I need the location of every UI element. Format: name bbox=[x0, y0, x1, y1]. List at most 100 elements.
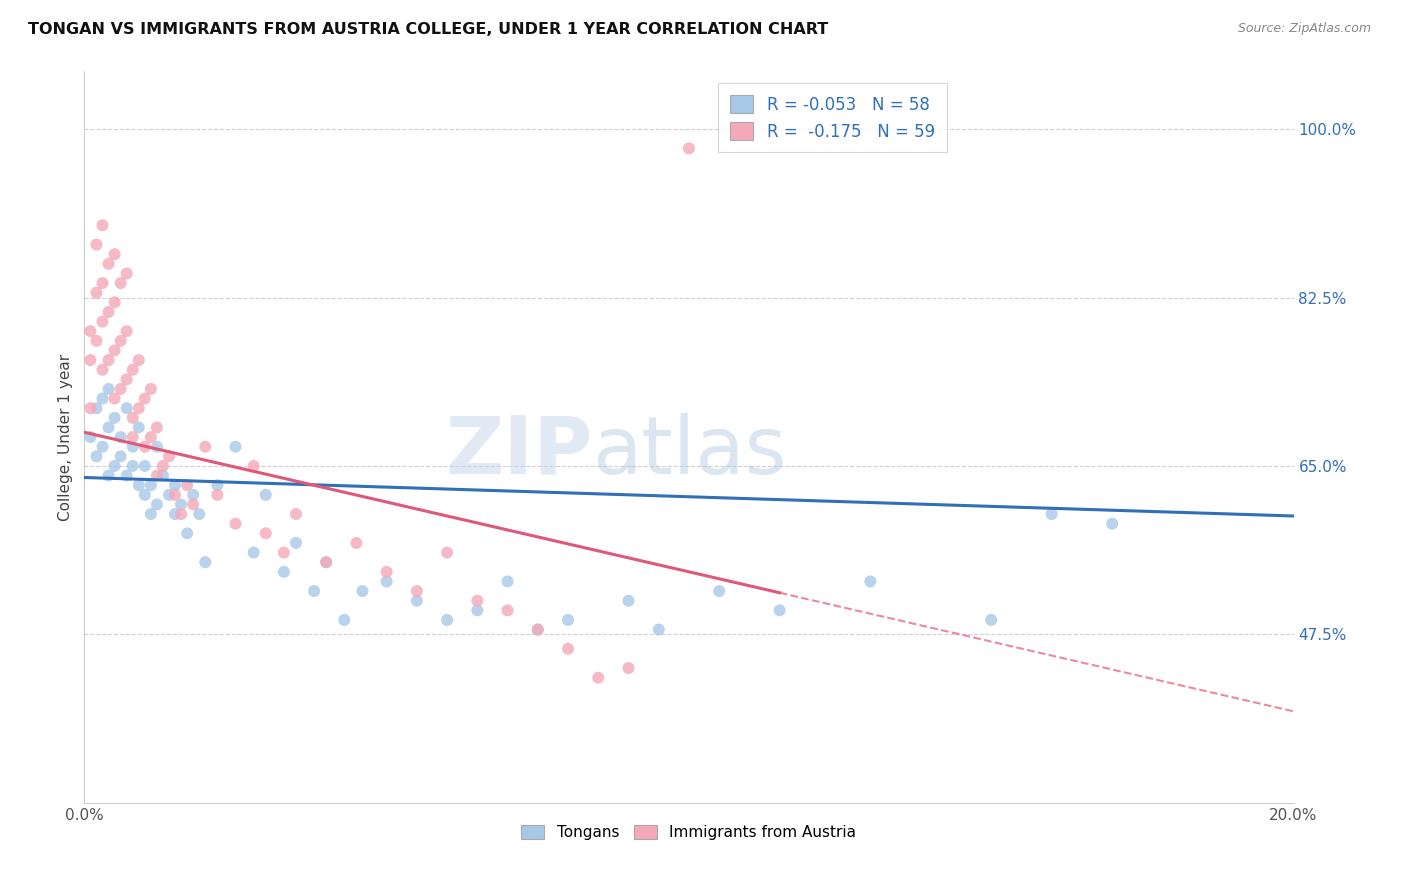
Point bbox=[97, 420, 120, 434]
Text: TONGAN VS IMMIGRANTS FROM AUSTRIA COLLEGE, UNDER 1 YEAR CORRELATION CHART: TONGAN VS IMMIGRANTS FROM AUSTRIA COLLEG… bbox=[28, 22, 828, 37]
Point bbox=[121, 410, 143, 425]
Point bbox=[557, 641, 579, 656]
Point bbox=[110, 430, 132, 444]
Point bbox=[375, 574, 398, 589]
Point bbox=[146, 468, 169, 483]
Point bbox=[467, 593, 489, 607]
Point bbox=[121, 440, 143, 454]
Point bbox=[128, 353, 150, 368]
Point bbox=[242, 545, 264, 559]
Point bbox=[115, 324, 138, 338]
Point bbox=[648, 623, 671, 637]
Point bbox=[104, 295, 127, 310]
Point bbox=[352, 584, 374, 599]
Point bbox=[97, 353, 120, 368]
Point bbox=[176, 526, 198, 541]
Point bbox=[709, 584, 731, 599]
Point bbox=[86, 401, 108, 416]
Point bbox=[436, 613, 458, 627]
Point bbox=[139, 507, 162, 521]
Point bbox=[254, 488, 277, 502]
Point bbox=[110, 450, 132, 464]
Point bbox=[91, 440, 114, 454]
Point bbox=[176, 478, 198, 492]
Point bbox=[91, 392, 114, 406]
Point bbox=[115, 401, 138, 416]
Point bbox=[273, 565, 295, 579]
Point bbox=[79, 353, 101, 368]
Point bbox=[980, 613, 1002, 627]
Point bbox=[527, 623, 550, 637]
Point bbox=[134, 488, 156, 502]
Point bbox=[97, 468, 120, 483]
Point bbox=[91, 219, 114, 233]
Point bbox=[115, 372, 138, 386]
Point bbox=[1101, 516, 1123, 531]
Point bbox=[146, 498, 169, 512]
Point bbox=[406, 584, 429, 599]
Point bbox=[165, 478, 187, 492]
Point bbox=[115, 267, 138, 281]
Text: atlas: atlas bbox=[592, 413, 786, 491]
Point bbox=[315, 555, 337, 569]
Point bbox=[527, 623, 550, 637]
Point bbox=[134, 392, 156, 406]
Point bbox=[181, 488, 204, 502]
Text: Source: ZipAtlas.com: Source: ZipAtlas.com bbox=[1237, 22, 1371, 36]
Point bbox=[207, 488, 229, 502]
Point bbox=[104, 392, 127, 406]
Point bbox=[86, 285, 108, 300]
Point bbox=[678, 141, 700, 155]
Point bbox=[315, 555, 337, 569]
Point bbox=[225, 516, 247, 531]
Point bbox=[181, 498, 204, 512]
Point bbox=[104, 343, 127, 358]
Point bbox=[436, 545, 458, 559]
Point bbox=[194, 555, 217, 569]
Point bbox=[496, 603, 519, 617]
Legend: Tongans, Immigrants from Austria: Tongans, Immigrants from Austria bbox=[516, 819, 862, 847]
Point bbox=[165, 507, 187, 521]
Point bbox=[146, 420, 169, 434]
Point bbox=[121, 362, 143, 376]
Point bbox=[242, 458, 264, 473]
Point bbox=[375, 565, 398, 579]
Point bbox=[134, 458, 156, 473]
Point bbox=[139, 382, 162, 396]
Point bbox=[139, 430, 162, 444]
Point bbox=[346, 536, 368, 550]
Point bbox=[91, 276, 114, 290]
Point bbox=[97, 382, 120, 396]
Point bbox=[170, 498, 193, 512]
Point bbox=[79, 430, 101, 444]
Point bbox=[104, 458, 127, 473]
Point bbox=[97, 257, 120, 271]
Point bbox=[285, 507, 308, 521]
Point bbox=[557, 613, 579, 627]
Text: ZIP: ZIP bbox=[444, 413, 592, 491]
Y-axis label: College, Under 1 year: College, Under 1 year bbox=[58, 353, 73, 521]
Point bbox=[152, 468, 174, 483]
Point bbox=[273, 545, 295, 559]
Point bbox=[110, 276, 132, 290]
Point bbox=[115, 468, 138, 483]
Point bbox=[110, 382, 132, 396]
Point bbox=[110, 334, 132, 348]
Point bbox=[157, 450, 180, 464]
Point bbox=[91, 315, 114, 329]
Point bbox=[617, 593, 640, 607]
Point bbox=[157, 488, 180, 502]
Point bbox=[79, 324, 101, 338]
Point bbox=[121, 458, 143, 473]
Point bbox=[104, 247, 127, 261]
Point bbox=[128, 401, 150, 416]
Point bbox=[588, 671, 610, 685]
Point bbox=[104, 410, 127, 425]
Point bbox=[285, 536, 308, 550]
Point bbox=[406, 593, 429, 607]
Point bbox=[152, 458, 174, 473]
Point bbox=[254, 526, 277, 541]
Point bbox=[86, 237, 108, 252]
Point bbox=[188, 507, 211, 521]
Point bbox=[496, 574, 519, 589]
